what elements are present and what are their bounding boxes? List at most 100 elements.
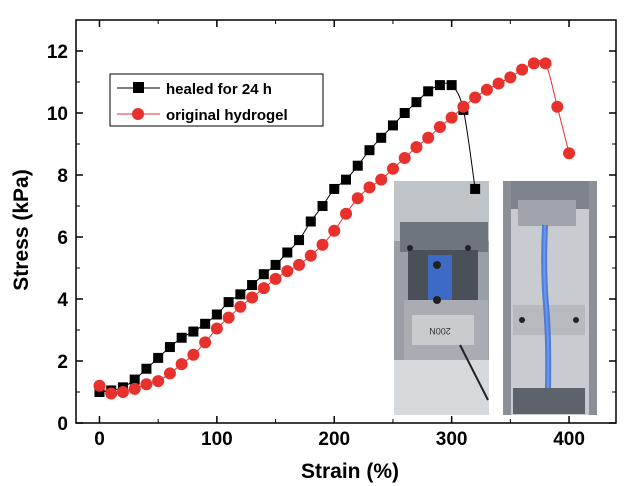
- data-point: [304, 249, 317, 262]
- data-point: [411, 97, 422, 108]
- data-point: [222, 311, 235, 324]
- data-point: [153, 352, 164, 363]
- y-tick-label: 6: [57, 228, 68, 249]
- x-tick-label: 0: [94, 429, 105, 450]
- data-point: [116, 386, 129, 398]
- legend: healed for 24 h original hydrogel: [109, 73, 324, 127]
- data-point: [457, 100, 470, 113]
- data-point: [164, 342, 175, 353]
- data-point: [199, 336, 212, 349]
- data-point: [176, 332, 187, 343]
- data-point: [445, 111, 458, 124]
- data-point: [386, 162, 399, 175]
- data-point: [200, 318, 211, 329]
- y-tick-label: 10: [47, 104, 68, 125]
- data-point: [434, 80, 445, 91]
- data-point: [152, 375, 165, 388]
- data-point: [294, 235, 305, 246]
- data-point: [352, 160, 363, 171]
- data-point: [282, 247, 293, 258]
- y-tick-label: 8: [57, 166, 68, 187]
- data-point: [551, 100, 564, 113]
- data-point: [163, 367, 176, 380]
- data-point: [433, 120, 446, 133]
- series-layer: [93, 57, 576, 400]
- data-point: [527, 57, 540, 70]
- x-tick-label: 400: [553, 429, 585, 450]
- data-point: [105, 387, 118, 400]
- data-point: [516, 63, 529, 76]
- data-point: [270, 259, 281, 270]
- data-point: [211, 309, 222, 320]
- legend-box: [109, 73, 324, 127]
- data-point: [341, 174, 351, 185]
- data-point: [399, 108, 410, 118]
- legend-marker-original: [132, 108, 144, 120]
- data-point: [246, 291, 259, 304]
- data-point: [316, 238, 329, 251]
- data-point: [281, 265, 294, 278]
- x-tick-label: 300: [436, 429, 468, 450]
- data-point: [258, 269, 269, 280]
- inset-photo-original-sample: [503, 181, 597, 415]
- data-point: [446, 80, 457, 91]
- data-point: [128, 382, 141, 395]
- axes: 0 100 200 300 400 0 2 4 6 8 10 12: [47, 19, 617, 450]
- y-tick-label: 0: [57, 414, 68, 435]
- data-point: [480, 83, 493, 96]
- data-point: [140, 378, 153, 391]
- data-point: [504, 71, 517, 84]
- data-point: [563, 147, 576, 160]
- y-tick-label: 12: [47, 42, 68, 63]
- load-cell-label: 200N: [429, 326, 451, 336]
- x-axis-title: Strain (%): [301, 460, 399, 483]
- data-point: [328, 224, 341, 237]
- data-point: [410, 141, 423, 154]
- data-point: [223, 297, 234, 308]
- data-point: [305, 216, 316, 227]
- data-point: [210, 322, 223, 335]
- legend-label-healed: healed for 24 h: [166, 81, 272, 98]
- data-point: [257, 282, 270, 295]
- inset-photo-healed-sample: 200N: [394, 181, 489, 415]
- y-tick-label: 4: [57, 290, 68, 311]
- x-tick-label: 100: [201, 429, 233, 450]
- data-point: [94, 387, 105, 397]
- y-axis-title: Stress (kPa): [10, 169, 33, 290]
- data-point: [317, 201, 328, 211]
- data-point: [93, 379, 106, 392]
- data-point: [387, 120, 398, 131]
- data-point: [293, 258, 306, 271]
- data-point: [422, 131, 435, 144]
- legend-marker-healed: [133, 82, 144, 93]
- data-point: [175, 358, 188, 371]
- data-point: [398, 151, 411, 164]
- legend-label-original: original hydrogel: [166, 107, 288, 124]
- data-point: [235, 289, 246, 300]
- data-point: [539, 57, 552, 70]
- data-point: [141, 363, 152, 374]
- y-tick-label: 2: [57, 352, 68, 373]
- data-point: [423, 86, 434, 97]
- data-point: [187, 348, 200, 361]
- data-point: [234, 300, 247, 313]
- data-point: [364, 145, 375, 156]
- series-original: [93, 57, 576, 400]
- data-point: [376, 132, 387, 143]
- data-point: [469, 91, 482, 104]
- data-point: [470, 183, 481, 194]
- data-point: [269, 272, 282, 285]
- data-point: [375, 173, 388, 186]
- data-point: [329, 183, 340, 194]
- data-point: [188, 326, 199, 337]
- inset-photos: 200N: [394, 181, 597, 415]
- data-point: [129, 374, 140, 385]
- data-point: [363, 181, 376, 194]
- data-point: [351, 192, 364, 205]
- data-point: [340, 207, 352, 220]
- x-tick-label: 200: [318, 429, 350, 450]
- data-point: [492, 77, 505, 90]
- data-point: [247, 280, 258, 291]
- plot-frame: [75, 19, 617, 424]
